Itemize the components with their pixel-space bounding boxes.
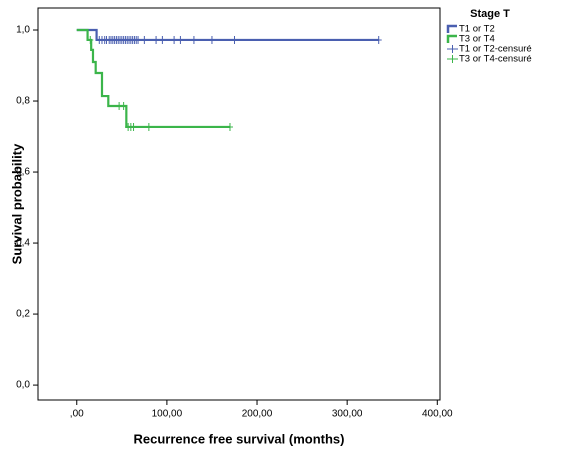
legend-swatch [447, 55, 458, 63]
y-tick-label: 0,2 [16, 309, 30, 320]
censor-mark [135, 35, 142, 44]
legend-text: T1 or T2-censuré [459, 44, 532, 55]
censor-mark [159, 35, 166, 44]
x-tick-label: ,00 [70, 409, 84, 420]
censor-mark [177, 35, 184, 44]
y-tick-label: 0,6 [16, 167, 30, 178]
censor-mark [153, 35, 160, 44]
x-tick-label: 300,00 [332, 409, 363, 420]
x-tick-label: 200,00 [242, 409, 273, 420]
y-tick-label: 0,8 [16, 96, 30, 107]
censor-mark [145, 122, 152, 131]
legend-title: Stage T [470, 8, 510, 20]
x-axis-title: Recurrence free survival (months) [134, 431, 345, 446]
censor-mark [130, 122, 137, 131]
censor-mark [190, 35, 197, 44]
x-tick-label: 400,00 [422, 409, 453, 420]
legend-swatch [446, 34, 457, 43]
legend-text: T3 or T4-censuré [459, 54, 532, 65]
legend-text: T1 or T2 [459, 24, 495, 35]
y-tick-label: 0,0 [16, 380, 30, 391]
plot-frame [37, 7, 441, 401]
y-axis-title: Survival probability [9, 143, 24, 264]
x-tick-label: 100,00 [152, 409, 183, 420]
censor-mark [208, 35, 215, 44]
censor-mark [231, 35, 238, 44]
censor-mark [226, 122, 233, 131]
legend-text: T3 or T4 [459, 34, 495, 45]
legend-swatch [446, 24, 457, 33]
censor-mark [141, 35, 148, 44]
censor-mark [120, 102, 127, 110]
censor-mark [87, 35, 94, 44]
y-tick-label: 1,0 [16, 25, 30, 36]
censor-mark [375, 35, 382, 44]
survival-curve [76, 28, 230, 129]
y-tick-label: 0,4 [16, 238, 30, 249]
legend-swatch [447, 45, 458, 53]
censor-mark [171, 35, 178, 44]
